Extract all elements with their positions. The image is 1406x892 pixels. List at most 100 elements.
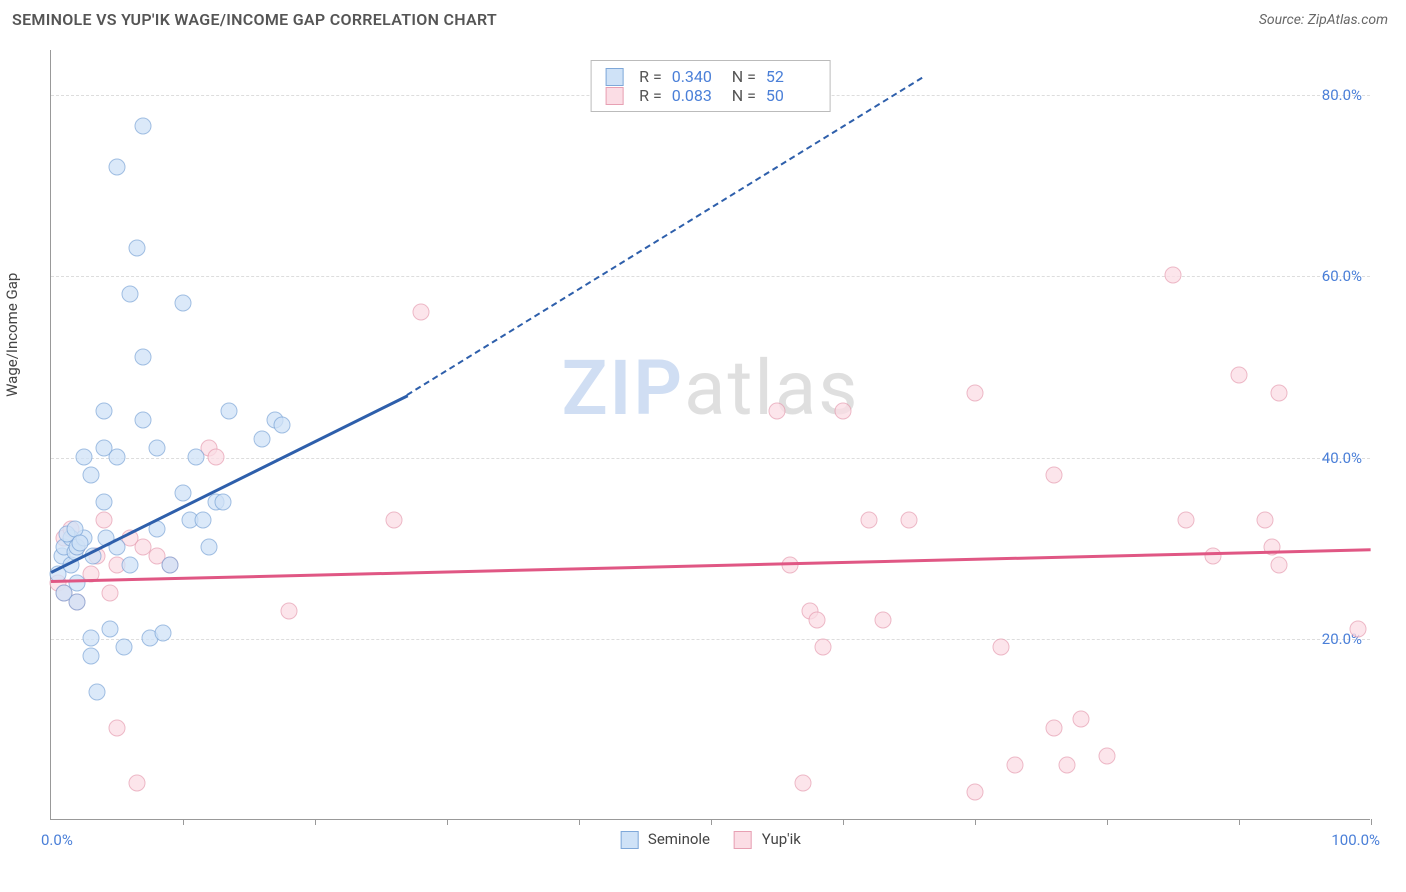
scatter-point <box>135 412 152 429</box>
scatter-point <box>208 448 225 465</box>
y-axis-label: Wage/Income Gap <box>3 273 21 397</box>
seminole-trendline-dashed <box>407 77 923 396</box>
scatter-point <box>1270 385 1287 402</box>
scatter-point <box>1099 747 1116 764</box>
scatter-point <box>122 557 139 574</box>
scatter-point <box>221 403 238 420</box>
scatter-point <box>102 584 119 601</box>
legend-item-seminole: Seminole <box>620 830 710 849</box>
scatter-point <box>201 539 218 556</box>
scatter-point <box>412 303 429 320</box>
correlation-legend: R = 0.340 N = 52 R = 0.083 N = 50 <box>590 60 831 112</box>
xtick <box>315 819 316 825</box>
ytick-label: 80.0% <box>1322 86 1362 104</box>
yupik-swatch <box>605 87 623 105</box>
series-legend: Seminole Yup'ik <box>620 830 801 849</box>
plot-area: ZIPatlas R = 0.340 N = 52 R = 0.083 N = … <box>50 50 1370 820</box>
scatter-point <box>274 416 291 433</box>
xtick <box>579 819 580 825</box>
xtick <box>447 819 448 825</box>
scatter-point <box>769 403 786 420</box>
scatter-point <box>280 602 297 619</box>
watermark-zip: ZIP <box>562 343 685 433</box>
scatter-point <box>967 783 984 800</box>
scatter-point <box>1231 367 1248 384</box>
scatter-point <box>188 448 205 465</box>
scatter-point <box>102 620 119 637</box>
scatter-point <box>1165 267 1182 284</box>
scatter-point <box>175 294 192 311</box>
ytick-label: 60.0% <box>1322 267 1362 285</box>
scatter-point <box>1257 512 1274 529</box>
xtick <box>1239 819 1240 825</box>
seminole-label: Seminole <box>648 830 710 848</box>
yupik-label: Yup'ik <box>762 830 801 848</box>
scatter-point <box>254 430 271 447</box>
source-label: Source: ZipAtlas.com <box>1259 12 1388 28</box>
scatter-point <box>115 638 132 655</box>
scatter-point <box>95 493 112 510</box>
legend-row-yupik: R = 0.083 N = 50 <box>605 86 816 105</box>
seminole-trendline <box>50 394 408 573</box>
scatter-point <box>155 625 172 642</box>
watermark-atlas: atlas <box>684 343 859 433</box>
chart-title: SEMINOLE VS YUP'IK WAGE/INCOME GAP CORRE… <box>12 10 497 29</box>
scatter-point <box>1270 557 1287 574</box>
scatter-point <box>175 484 192 501</box>
scatter-point <box>861 512 878 529</box>
seminole-swatch-icon <box>620 831 638 849</box>
scatter-point <box>815 638 832 655</box>
scatter-point <box>386 512 403 529</box>
scatter-point <box>214 493 231 510</box>
scatter-point <box>69 575 86 592</box>
scatter-point <box>95 512 112 529</box>
scatter-point <box>72 534 89 551</box>
scatter-point <box>82 466 99 483</box>
scatter-point <box>128 774 145 791</box>
scatter-point <box>1178 512 1195 529</box>
scatter-point <box>782 557 799 574</box>
scatter-point <box>874 611 891 628</box>
scatter-point <box>128 240 145 257</box>
scatter-point <box>95 403 112 420</box>
gridline <box>51 639 1370 640</box>
scatter-point <box>993 638 1010 655</box>
scatter-point <box>89 684 106 701</box>
scatter-point <box>194 512 211 529</box>
xtick <box>975 819 976 825</box>
scatter-point <box>1349 620 1366 637</box>
seminole-r-value: 0.340 <box>672 67 722 86</box>
n-label: N = <box>732 67 756 86</box>
seminole-swatch <box>605 68 623 86</box>
scatter-point <box>795 774 812 791</box>
scatter-point <box>135 118 152 135</box>
xtick <box>1107 819 1108 825</box>
yupik-trendline <box>51 548 1371 582</box>
scatter-point <box>967 385 984 402</box>
xtick <box>843 819 844 825</box>
yupik-r-value: 0.083 <box>672 86 722 105</box>
scatter-point <box>161 557 178 574</box>
scatter-point <box>808 611 825 628</box>
legend-item-yupik: Yup'ik <box>734 830 801 849</box>
scatter-point <box>109 158 126 175</box>
xtick <box>1371 819 1372 825</box>
scatter-point <box>835 403 852 420</box>
gridline <box>51 458 1370 459</box>
n-label: N = <box>732 86 756 105</box>
watermark: ZIPatlas <box>562 343 860 433</box>
legend-row-seminole: R = 0.340 N = 52 <box>605 67 816 86</box>
scatter-point <box>109 720 126 737</box>
xtick <box>711 819 712 825</box>
scatter-point <box>69 593 86 610</box>
xaxis-min-label: 0.0% <box>41 831 73 849</box>
scatter-point <box>76 448 93 465</box>
scatter-point <box>1006 756 1023 773</box>
scatter-point <box>901 512 918 529</box>
scatter-point <box>1046 466 1063 483</box>
yupik-n-value: 50 <box>766 86 816 105</box>
r-label: R = <box>639 86 662 105</box>
yupik-swatch-icon <box>734 831 752 849</box>
xaxis-max-label: 100.0% <box>1331 831 1380 849</box>
scatter-point <box>1059 756 1076 773</box>
